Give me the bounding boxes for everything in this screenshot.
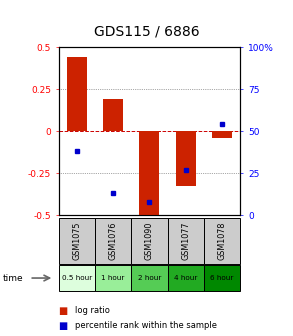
Bar xyxy=(103,99,123,131)
Text: GSM1077: GSM1077 xyxy=(181,222,190,260)
Text: ■: ■ xyxy=(59,321,68,331)
Text: GSM1078: GSM1078 xyxy=(218,222,226,260)
Text: GSM1090: GSM1090 xyxy=(145,222,154,260)
Bar xyxy=(139,131,159,218)
Text: GDS115 / 6886: GDS115 / 6886 xyxy=(94,25,199,39)
Text: 6 hour: 6 hour xyxy=(210,275,234,281)
Bar xyxy=(176,131,196,186)
Text: log ratio: log ratio xyxy=(75,306,110,315)
Text: 1 hour: 1 hour xyxy=(101,275,125,281)
Text: GSM1076: GSM1076 xyxy=(109,222,117,260)
Bar xyxy=(67,57,87,131)
Text: percentile rank within the sample: percentile rank within the sample xyxy=(75,322,217,330)
Text: 2 hour: 2 hour xyxy=(138,275,161,281)
Text: 0.5 hour: 0.5 hour xyxy=(62,275,92,281)
Text: ■: ■ xyxy=(59,306,68,316)
Bar xyxy=(212,131,232,138)
Text: time: time xyxy=(3,274,23,283)
Text: 4 hour: 4 hour xyxy=(174,275,197,281)
Text: GSM1075: GSM1075 xyxy=(72,222,81,260)
